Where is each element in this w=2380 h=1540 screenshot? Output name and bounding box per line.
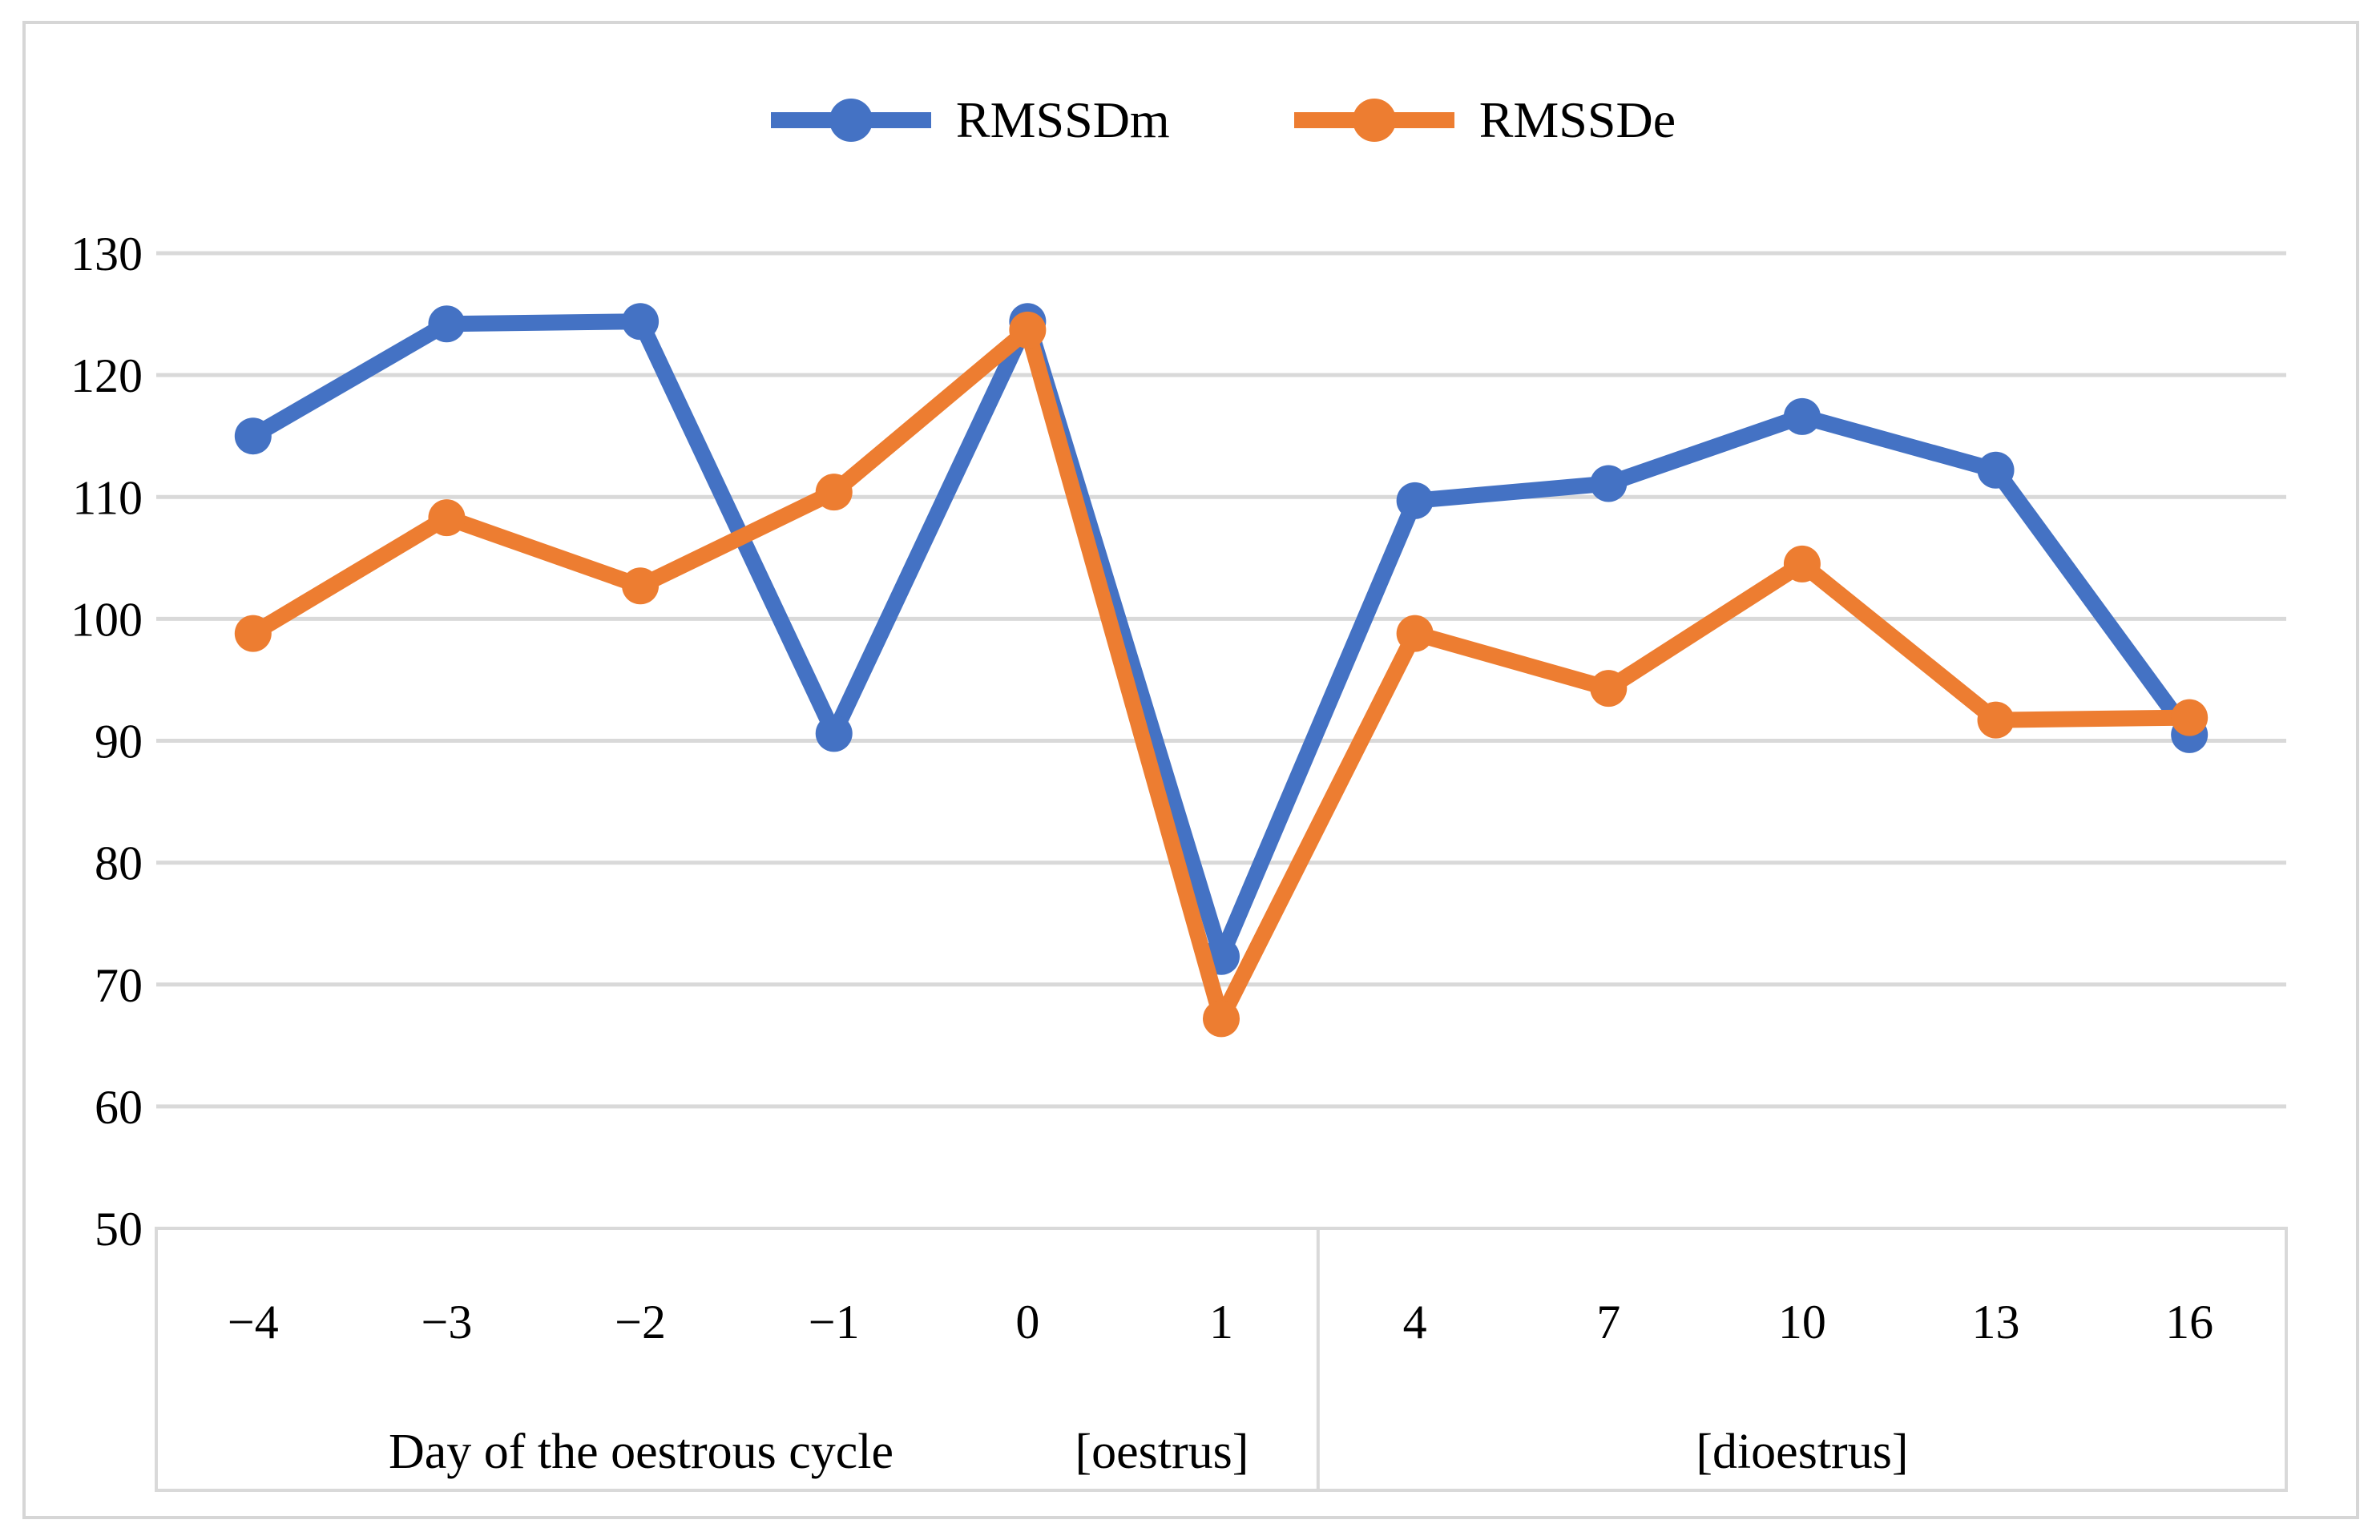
data-point-rmssde	[1590, 670, 1628, 708]
data-point-rmssde	[234, 615, 272, 652]
y-tick-label: 70	[95, 959, 143, 1012]
y-tick-label: 100	[71, 593, 143, 646]
data-point-rmssdm	[1977, 451, 2015, 489]
data-point-rmssde	[1977, 701, 2015, 739]
data-point-rmssdm	[622, 303, 660, 341]
x-tick-label: −2	[615, 1296, 666, 1349]
legend: RMSSDm RMSSDe	[156, 82, 2286, 159]
x-tick-label: 1	[1209, 1296, 1233, 1349]
data-point-rmssde	[428, 499, 466, 537]
data-point-rmssde	[815, 474, 853, 511]
y-tick-label: 130	[71, 228, 143, 280]
legend-label-rmssdm: RMSSDm	[955, 91, 1170, 148]
legend-item-rmssde: RMSSDe	[1290, 92, 1676, 148]
x-group-label-dioestrus: [dioestrus]	[1696, 1425, 1908, 1479]
y-tick-label: 90	[95, 716, 143, 768]
legend-item-rmssdm: RMSSDm	[767, 92, 1170, 148]
x-axis-title: Day of the oestrous cycle	[389, 1425, 894, 1479]
line-marker-icon	[1293, 99, 1454, 142]
data-point-rmssdm	[1590, 465, 1628, 502]
y-tick-label: 80	[95, 837, 143, 890]
x-group-label-oestrus: [oestrus]	[1075, 1425, 1249, 1479]
data-point-rmssde	[1783, 545, 1821, 583]
y-tick-label: 60	[95, 1081, 143, 1134]
x-axis-box	[155, 1227, 2288, 1492]
x-tick-label: −1	[809, 1296, 860, 1349]
x-tick-label: −4	[228, 1296, 279, 1349]
figure-border	[22, 21, 2359, 1519]
x-tick-label: 13	[1972, 1296, 2020, 1349]
series-line-rmssde	[244, 321, 2198, 1027]
data-point-rmssde	[1009, 311, 1047, 349]
x-tick-label: 10	[1778, 1296, 1826, 1349]
data-point-rmssdm	[234, 417, 272, 455]
data-point-rmssdm	[1783, 397, 1821, 435]
data-point-rmssde	[2171, 699, 2209, 736]
data-point-rmssde	[622, 567, 660, 605]
data-point-rmssdm	[428, 305, 466, 343]
y-tick-label: 120	[71, 349, 143, 402]
data-point-rmssdm	[815, 715, 853, 752]
data-point-rmssde	[1203, 1000, 1240, 1038]
data-point-rmssdm	[1396, 482, 1434, 519]
y-tick-label: 50	[95, 1203, 143, 1256]
y-tick-label: 110	[72, 471, 143, 524]
x-tick-label: −3	[422, 1296, 473, 1349]
line-marker-icon	[770, 99, 931, 142]
x-tick-label: 7	[1596, 1296, 1620, 1349]
x-tick-label: 0	[1015, 1296, 1039, 1349]
data-point-rmssde	[1396, 615, 1434, 652]
x-tick-label: 16	[2165, 1296, 2213, 1349]
legend-label-rmssde: RMSSDe	[1478, 91, 1676, 148]
x-tick-label: 4	[1403, 1296, 1427, 1349]
